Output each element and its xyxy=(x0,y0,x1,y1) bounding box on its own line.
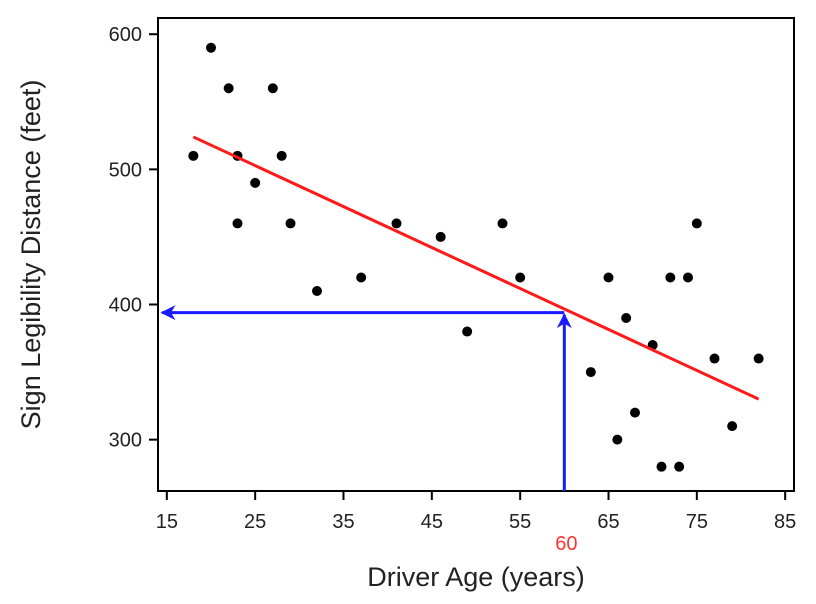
x-axis-title: Driver Age (years) xyxy=(367,562,585,592)
data-point xyxy=(276,150,287,161)
data-points xyxy=(188,42,764,472)
y-tick-label: 400 xyxy=(109,295,142,317)
y-tick-label: 500 xyxy=(109,159,142,181)
data-point xyxy=(691,218,702,229)
y-axis-title: Sign Legibility Distance (feet) xyxy=(16,80,46,430)
data-point xyxy=(267,83,278,94)
data-point xyxy=(630,407,640,418)
data-point xyxy=(727,421,738,432)
data-point xyxy=(223,83,234,94)
data-point xyxy=(356,272,367,283)
x-tick-label: 45 xyxy=(421,511,443,533)
x-tick-label: 85 xyxy=(774,511,796,533)
data-point xyxy=(188,150,199,161)
data-point xyxy=(206,42,216,53)
data-point xyxy=(435,231,446,242)
annotation-label: 60 xyxy=(555,533,577,555)
x-tick-label: 65 xyxy=(597,511,619,533)
data-point xyxy=(391,218,402,229)
data-point xyxy=(585,367,596,378)
regression-line xyxy=(192,135,760,401)
data-point xyxy=(753,353,764,364)
data-point xyxy=(312,285,322,296)
x-axis: 15 25 35 45 55 65 75 85 xyxy=(156,491,796,533)
data-point xyxy=(612,434,623,445)
data-point xyxy=(462,326,473,337)
y-tick-label: 300 xyxy=(109,430,142,452)
data-point xyxy=(683,272,693,283)
data-point xyxy=(709,353,720,364)
x-tick-label: 75 xyxy=(686,511,708,533)
data-point xyxy=(621,313,632,324)
data-point xyxy=(603,272,614,283)
x-tick-label: 35 xyxy=(332,511,354,533)
x-tick-label: 25 xyxy=(244,511,266,533)
data-point xyxy=(656,461,667,472)
x-tick-label: 55 xyxy=(509,511,531,533)
data-point xyxy=(674,461,685,472)
data-point xyxy=(497,218,508,229)
y-tick-label: 600 xyxy=(109,24,142,46)
data-point xyxy=(232,218,243,229)
y-axis: 300 400 500 600 xyxy=(109,24,158,452)
data-point xyxy=(515,272,526,283)
data-point xyxy=(665,272,676,283)
data-point xyxy=(250,177,261,188)
plot-frame xyxy=(157,17,795,492)
x-tick-label: 15 xyxy=(156,511,178,533)
data-point xyxy=(285,218,296,229)
